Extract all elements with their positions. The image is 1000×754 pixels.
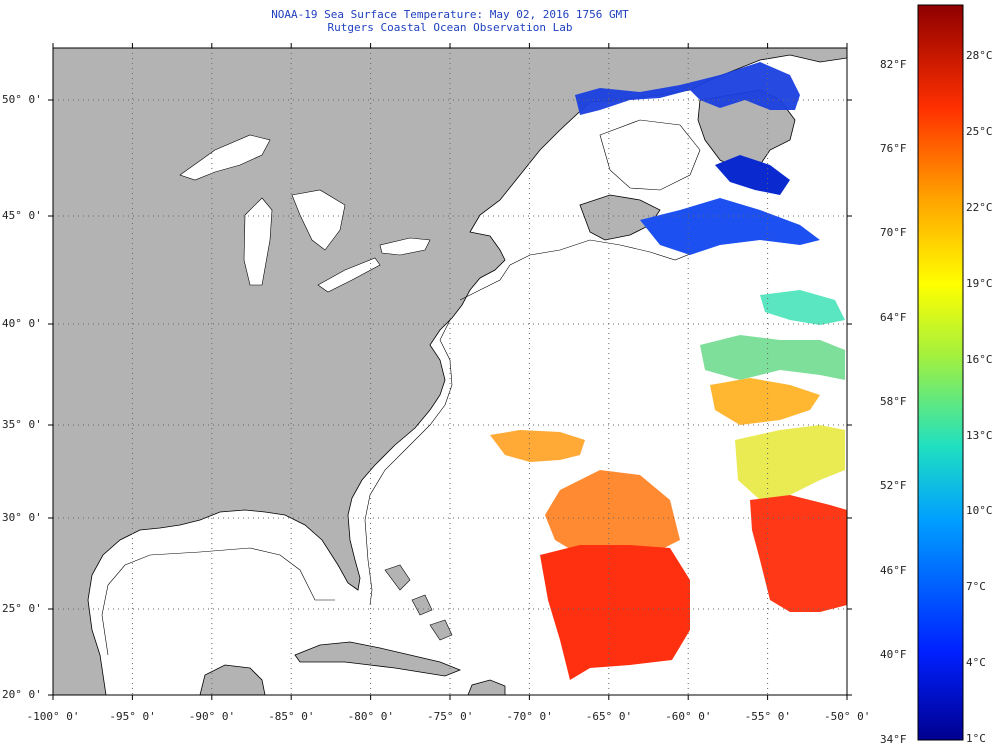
lat-label: 20° 0'	[2, 688, 42, 701]
sst-orange-central	[490, 430, 585, 462]
colorbar-celsius-label: 28°C	[966, 49, 993, 62]
colorbar-celsius-label: 1°C	[966, 732, 986, 745]
lat-label: 50° 0'	[2, 93, 42, 106]
lat-label: 35° 0'	[2, 418, 42, 431]
bahamas-islands	[384, 564, 453, 641]
land-hispaniola	[467, 679, 506, 695]
colorbar-celsius-label: 13°C	[966, 429, 993, 442]
sst-cold-north	[575, 62, 800, 115]
map-subtitle: Rutgers Coastal Ocean Observation Lab	[327, 21, 573, 34]
temperature-colorbar	[917, 4, 964, 741]
lon-label: -100° 0'	[26, 710, 80, 723]
sst-warm-mid	[710, 378, 820, 425]
lat-label: 25° 0'	[2, 602, 42, 615]
shelf-contour	[364, 239, 701, 606]
colorbar-fahrenheit-label: 34°F	[880, 733, 907, 746]
colorbar-fahrenheit-label: 64°F	[880, 311, 907, 324]
land-cuba	[294, 641, 462, 677]
lake-erie	[317, 257, 381, 293]
gulf-contour	[101, 547, 335, 656]
lon-label: -70° 0'	[506, 710, 553, 723]
colorbar-celsius-label: 19°C	[966, 277, 993, 290]
lake-huron	[291, 189, 346, 251]
lon-label: -55° 0'	[744, 710, 791, 723]
colorbar-fahrenheit-label: 58°F	[880, 395, 907, 408]
sst-cold-grand-banks	[640, 198, 820, 255]
lon-label: -90° 0'	[188, 710, 236, 723]
colorbar-celsius-label: 16°C	[966, 353, 993, 366]
map-title: NOAA-19 Sea Surface Temperature: May 02,…	[271, 8, 629, 21]
colorbar-celsius-label: 4°C	[966, 656, 986, 669]
sst-data-layer	[490, 62, 847, 680]
lake-ontario	[379, 237, 431, 256]
lon-label: -60° 0'	[665, 710, 712, 723]
gulf-st-lawrence	[599, 119, 701, 191]
colorbar-fahrenheit-label: 76°F	[880, 142, 907, 155]
sst-cool-mid	[700, 335, 845, 380]
colorbar-fahrenheit-label: 46°F	[880, 564, 907, 577]
colorbar-celsius-label: 25°C	[966, 125, 993, 138]
lon-label: -75° 0'	[427, 710, 474, 723]
sst-red-southwest	[540, 545, 690, 680]
lat-label: 30° 0'	[2, 511, 42, 524]
lon-label: -85° 0'	[268, 710, 315, 723]
colorbar-fahrenheit-label: 40°F	[880, 648, 907, 661]
colorbar-celsius-label: 10°C	[966, 504, 993, 517]
sst-cold-labrador	[715, 155, 790, 195]
sst-yellow-east	[735, 425, 845, 500]
lat-label: 45° 0'	[2, 209, 42, 222]
lake-michigan	[243, 197, 273, 286]
sst-red-southeast	[750, 495, 847, 612]
lon-label: -50° 0'	[824, 710, 871, 723]
lat-label: 40° 0'	[2, 317, 42, 330]
sst-orange-south	[545, 470, 680, 555]
colorbar-fahrenheit-label: 70°F	[880, 226, 907, 239]
axis-ticks	[48, 43, 852, 700]
land-yucatan	[199, 664, 266, 695]
colorbar-fahrenheit-label: 52°F	[880, 479, 907, 492]
lake-superior	[179, 134, 271, 181]
sst-green-fringe	[760, 290, 845, 325]
lon-label: -80° 0'	[347, 710, 394, 723]
colorbar-celsius-label: 7°C	[966, 580, 986, 593]
colorbar-celsius-label: 22°C	[966, 201, 993, 214]
lon-label: -65° 0'	[585, 710, 633, 723]
lon-label: -95° 0'	[109, 710, 156, 723]
colorbar-fahrenheit-label: 82°F	[880, 58, 907, 71]
